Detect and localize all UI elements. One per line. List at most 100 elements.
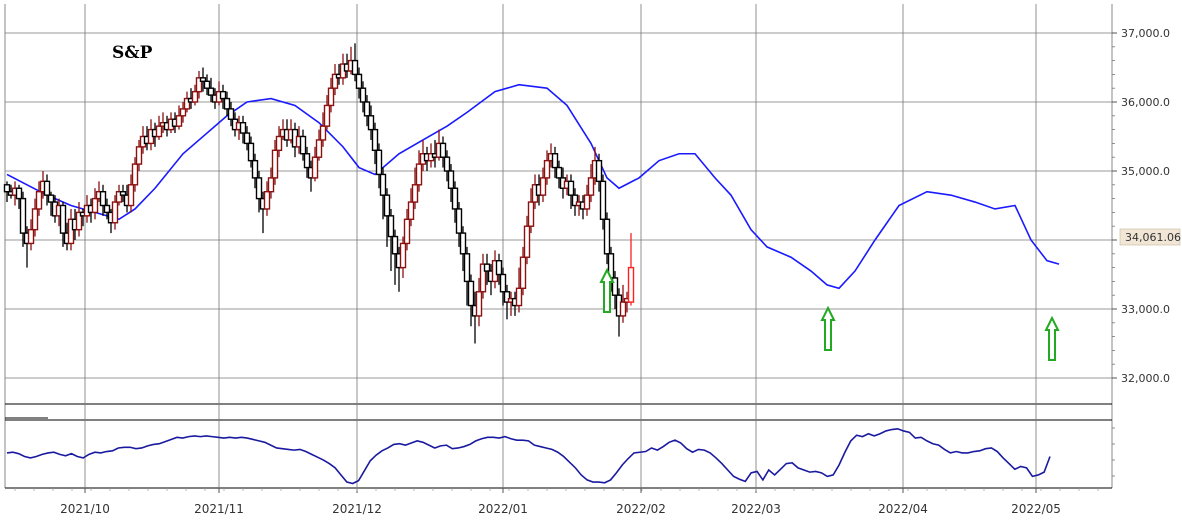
candle-body [583, 194, 591, 210]
up-arrow-icon [599, 267, 615, 313]
candle-body [103, 204, 111, 214]
candle-body [199, 77, 207, 82]
candle-body [99, 190, 107, 207]
last-price-marker: 34,061.06 [1119, 228, 1181, 246]
candle-body [47, 194, 55, 203]
candle [619, 284, 627, 323]
candle-body [603, 218, 611, 255]
candle [111, 195, 119, 230]
candle-body [619, 301, 627, 317]
candle [75, 202, 83, 237]
candle-body [415, 163, 423, 186]
candle [459, 226, 467, 272]
y-tick-label: 36,000.0 [1121, 96, 1170, 109]
candle [31, 198, 39, 237]
candle [367, 105, 375, 140]
candle-body [375, 149, 383, 176]
candle [127, 174, 135, 213]
candle [447, 164, 455, 203]
candle-body [327, 87, 335, 107]
candle [267, 167, 275, 199]
candle-body [455, 208, 463, 234]
grid-lines [4, 4, 1113, 489]
candle-body [371, 128, 379, 152]
candle-body [15, 187, 23, 200]
candle [599, 174, 607, 230]
candle-body [571, 194, 579, 207]
candle [539, 167, 547, 203]
candle [207, 77, 215, 102]
candle [483, 253, 491, 285]
candle-body [391, 235, 399, 255]
candle [455, 202, 463, 247]
candle-body [595, 159, 603, 183]
candle-body [239, 121, 247, 134]
candle-body [551, 153, 559, 169]
oscillator-layer [6, 427, 1051, 485]
candle-body [203, 80, 211, 89]
candle [67, 208, 75, 251]
candle-body [91, 197, 99, 214]
candle-body [251, 159, 259, 179]
candle-body [263, 190, 271, 210]
candle-body [303, 153, 311, 169]
candle [375, 143, 383, 189]
candle [251, 153, 259, 189]
x-tick-label: 2022/02 [616, 502, 666, 516]
candlestick-layer [3, 43, 635, 344]
candle [303, 146, 311, 178]
candle [583, 184, 591, 216]
candle [399, 236, 407, 278]
x-tick-label: 2021/12 [332, 502, 382, 516]
candle-body [271, 149, 279, 179]
candle [463, 246, 471, 306]
candle-body [127, 184, 135, 207]
candle [243, 126, 251, 151]
candle [495, 253, 503, 285]
candle-body [227, 108, 235, 120]
signal-arrows [599, 267, 1060, 361]
candle-body [67, 218, 75, 245]
candle [543, 150, 551, 185]
candle [183, 91, 191, 113]
candle-body [515, 287, 523, 307]
candle [255, 171, 263, 213]
x-axis: 2021/10 2021/11 2021/12 2022/01 2022/02 2022/… [14, 488, 1099, 516]
candle [179, 102, 187, 123]
candle-body [459, 232, 467, 255]
candle [103, 198, 111, 220]
candle-body [351, 59, 359, 76]
candle-body [31, 208, 39, 231]
candle-body [587, 177, 595, 196]
candle-body [503, 291, 511, 303]
candle [247, 136, 255, 168]
candle-body [523, 225, 531, 258]
candle [199, 67, 207, 92]
candle [219, 84, 227, 109]
candle-body [499, 273, 507, 293]
candle-body [247, 142, 255, 162]
candle [523, 215, 531, 265]
candle-body [155, 125, 163, 138]
candle [191, 84, 199, 106]
candle-body [479, 263, 487, 293]
up-arrow-icon [1044, 315, 1060, 361]
candle [355, 67, 363, 99]
candle [331, 64, 339, 96]
candle-body [311, 156, 319, 179]
candle-body [447, 170, 455, 189]
candle [407, 188, 415, 227]
candle-body [443, 156, 451, 172]
candle [467, 274, 475, 327]
moving-average-line [6, 83, 1060, 290]
candle-body [223, 97, 231, 110]
candle-body [355, 73, 363, 89]
candle [379, 167, 387, 220]
candle [115, 184, 123, 206]
y-tick-label: 35,000.0 [1121, 165, 1170, 178]
candle [59, 202, 67, 247]
candle [195, 70, 203, 99]
candle [391, 229, 399, 285]
candle [479, 253, 487, 299]
